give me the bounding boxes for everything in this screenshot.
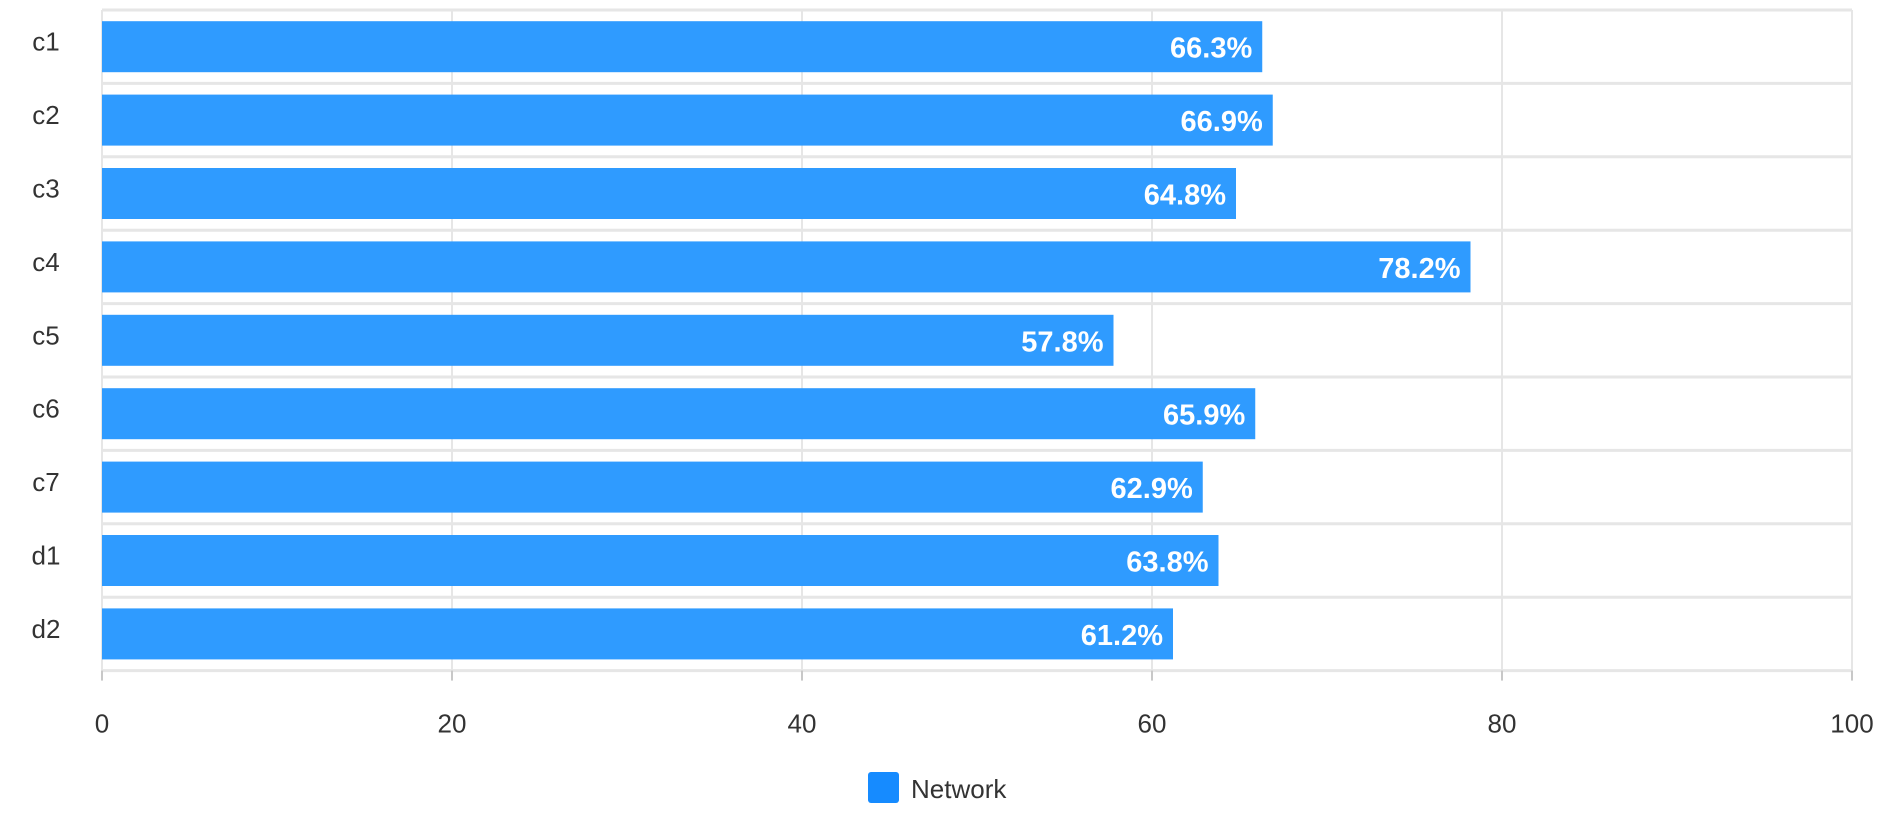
x-tick-label: 40: [788, 709, 817, 739]
category-label: d2: [32, 614, 61, 644]
data-label: 61.2%: [1081, 620, 1163, 652]
data-label: 62.9%: [1111, 473, 1193, 505]
x-tick-label: 100: [1830, 709, 1873, 739]
bar: [102, 94, 1273, 146]
bar: [102, 21, 1263, 73]
category-label: c6: [32, 394, 59, 424]
bars-layer: 66.3% 66.9% 64.8% 78.2% 57.8% 65.9% 62.9% 63.8%…: [102, 21, 1471, 660]
bar: [102, 388, 1256, 440]
category-label: d1: [32, 541, 61, 571]
category-label: c2: [32, 100, 59, 130]
bar: [102, 461, 1203, 513]
bar: [102, 168, 1236, 219]
data-label: 66.3%: [1170, 33, 1252, 65]
bar: [102, 535, 1219, 586]
x-tick-label: 0: [95, 709, 109, 739]
data-label: 63.8%: [1126, 547, 1208, 579]
category-label: c1: [32, 27, 59, 57]
legend-label: Network: [911, 774, 1007, 804]
category-axis: c1 c2 c3 c4 c5 c6 c7 d1 d2: [32, 27, 61, 644]
data-label: 78.2%: [1378, 253, 1460, 285]
data-label: 57.8%: [1021, 326, 1103, 358]
value-axis: 0 20 40 60 80 100: [95, 670, 1874, 739]
category-label: c3: [32, 174, 59, 204]
data-label: 64.8%: [1144, 180, 1226, 212]
category-label: c5: [32, 320, 59, 350]
x-tick-label: 60: [1138, 709, 1167, 739]
x-tick-label: 80: [1488, 709, 1517, 739]
bar: [102, 241, 1471, 293]
bar: [102, 314, 1114, 366]
legend-swatch: [868, 772, 899, 803]
data-label: 66.9%: [1181, 106, 1263, 138]
data-label: 65.9%: [1163, 400, 1245, 432]
category-label: c7: [32, 467, 59, 497]
x-tick-label: 20: [438, 709, 467, 739]
bar: [102, 608, 1173, 660]
legend[interactable]: Network: [868, 772, 1007, 804]
category-label: c4: [32, 247, 59, 277]
